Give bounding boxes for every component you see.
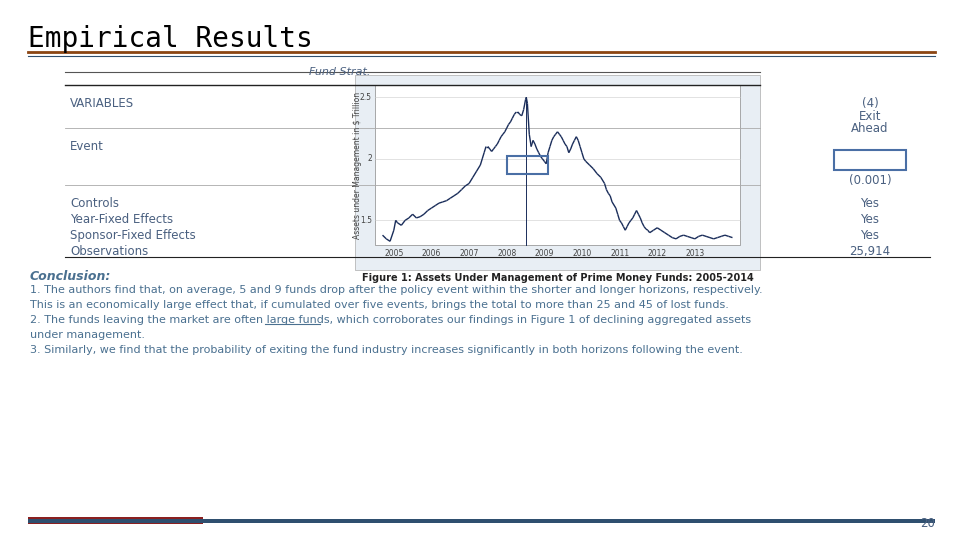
Text: This is an economically large effect that, if cumulated over five events, brings: This is an economically large effect tha…	[30, 300, 729, 310]
Text: (4): (4)	[862, 97, 878, 110]
Text: 1. The authors find that, on average, 5 and 9 funds drop after the policy event : 1. The authors find that, on average, 5 …	[30, 285, 762, 295]
Text: Year-Fixed Effects: Year-Fixed Effects	[70, 213, 173, 226]
Text: 2.5: 2.5	[360, 93, 372, 102]
Bar	[507, 157, 548, 174]
Text: Yes: Yes	[860, 197, 879, 210]
Text: Figure 1: Assets Under Management of Prime Money Funds: 2005-2014: Figure 1: Assets Under Management of Pri…	[362, 273, 754, 283]
Text: 3. Similarly, we find that the probability of exiting the fund industry increase: 3. Similarly, we find that the probabili…	[30, 345, 743, 355]
Text: VARIABLES: VARIABLES	[70, 97, 134, 110]
Text: 25,914: 25,914	[850, 245, 891, 258]
Text: Exit: Exit	[859, 110, 881, 123]
Text: 2: 2	[368, 154, 372, 163]
Text: Yes: Yes	[860, 229, 879, 242]
Text: 2006: 2006	[421, 249, 442, 258]
Bar	[834, 150, 906, 170]
Text: 2012: 2012	[648, 249, 667, 258]
Text: (0.001): (0.001)	[849, 174, 891, 187]
Bar	[355, 75, 760, 270]
Text: 2009: 2009	[535, 249, 554, 258]
Bar	[28, 519, 935, 523]
Text: 20: 20	[920, 517, 935, 530]
Text: Conclusion:: Conclusion:	[30, 270, 111, 283]
Text: 2008: 2008	[497, 249, 516, 258]
Text: Ahead: Ahead	[852, 122, 889, 135]
Text: 2007: 2007	[460, 249, 479, 258]
Text: 2005: 2005	[384, 249, 403, 258]
Text: Observations: Observations	[70, 245, 148, 258]
Text: Sponsor-Fixed Effects: Sponsor-Fixed Effects	[70, 229, 196, 242]
Text: 2. The funds leaving the market are often large funds, which corroborates our fi: 2. The funds leaving the market are ofte…	[30, 315, 751, 325]
Text: Controls: Controls	[70, 197, 119, 210]
Text: Empirical Results: Empirical Results	[28, 25, 313, 53]
Text: 0.002**: 0.002**	[848, 153, 893, 166]
Text: Yes: Yes	[860, 213, 879, 226]
Bar	[28, 517, 203, 524]
Text: 2010: 2010	[572, 249, 591, 258]
Text: 2013: 2013	[685, 249, 705, 258]
Bar	[375, 85, 740, 245]
Text: Assets under Management in $ Trillion: Assets under Management in $ Trillion	[352, 91, 362, 239]
Text: Event: Event	[70, 140, 104, 153]
Text: 2011: 2011	[610, 249, 629, 258]
Text: under management.: under management.	[30, 330, 145, 340]
Text: 1.5: 1.5	[360, 216, 372, 225]
Text: Fund Strat.: Fund Strat.	[308, 67, 370, 77]
